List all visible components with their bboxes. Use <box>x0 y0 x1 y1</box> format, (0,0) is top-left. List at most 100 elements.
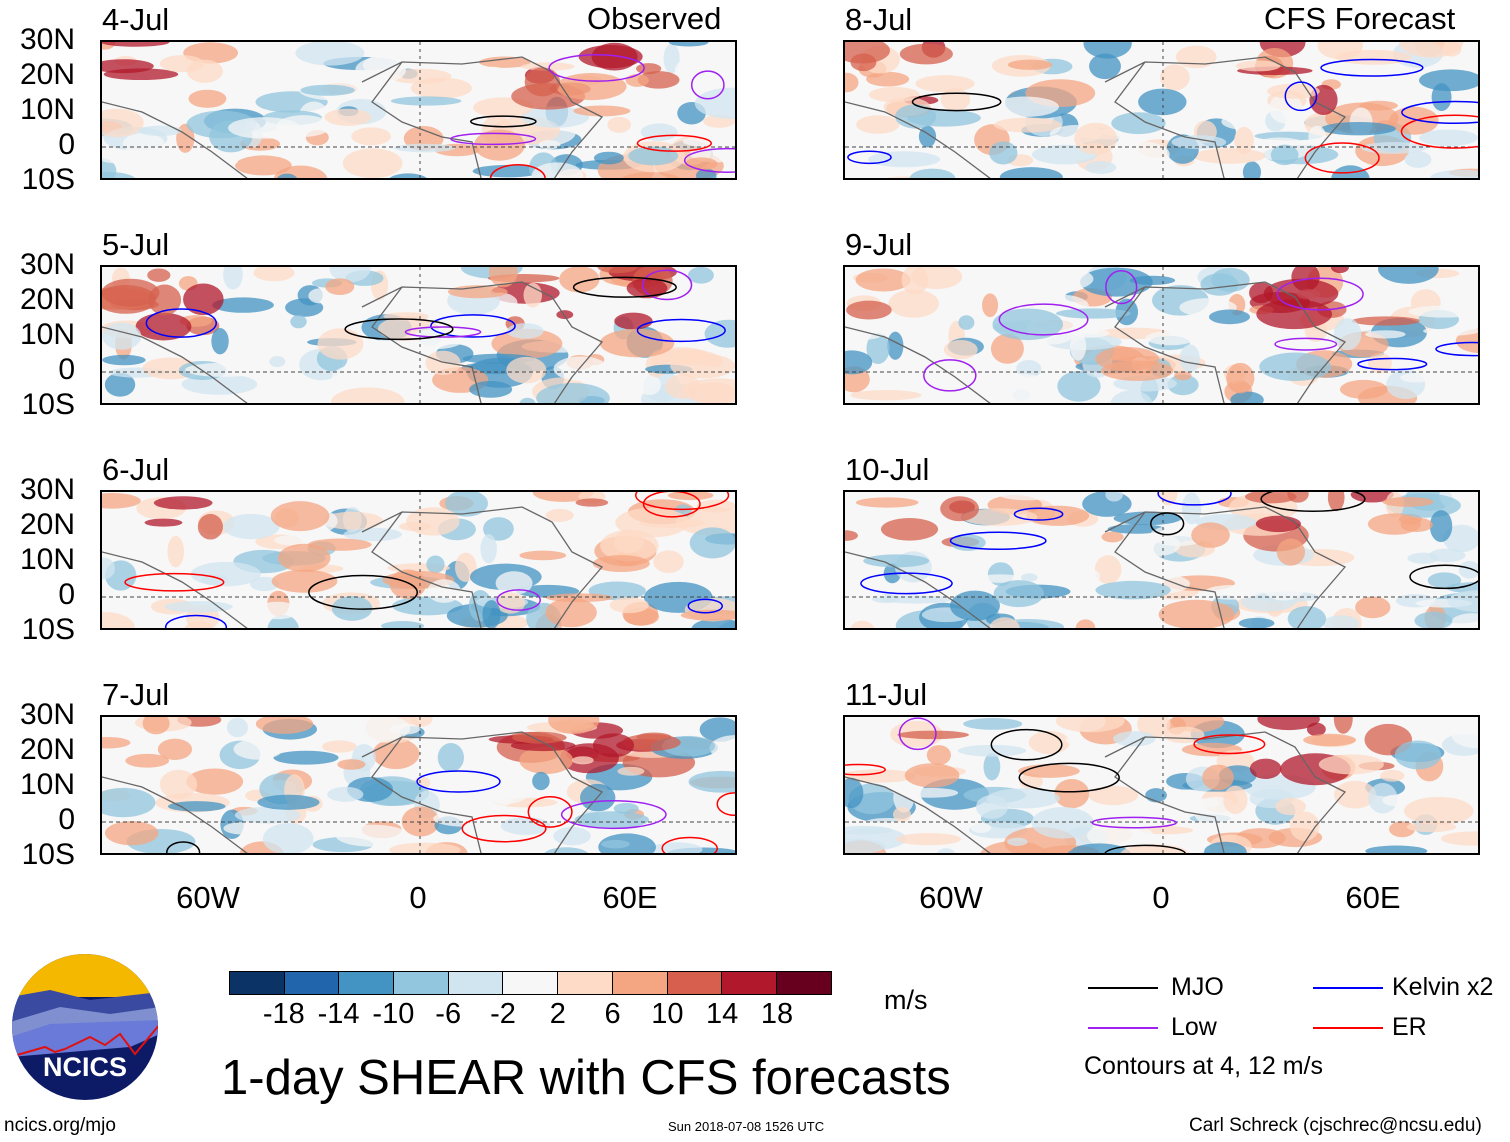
shear-shading <box>709 734 735 762</box>
shear-shading <box>866 332 890 365</box>
shear-shading <box>597 267 638 274</box>
shear-shading <box>253 267 295 282</box>
shear-shading <box>850 53 877 72</box>
shear-shading <box>640 123 678 141</box>
shear-shading <box>102 493 141 509</box>
shear-shading <box>1167 374 1199 396</box>
shear-shading <box>1230 391 1264 403</box>
shear-shading <box>491 328 563 359</box>
shear-shading <box>553 826 591 846</box>
shear-shading <box>893 782 915 813</box>
kelvin-contour <box>1357 357 1428 371</box>
shear-shading <box>1451 613 1478 628</box>
kelvin-contour <box>1401 100 1478 125</box>
shear-shading <box>1235 60 1281 72</box>
shear-shading <box>1458 560 1478 579</box>
shear-shading <box>1105 492 1123 502</box>
shear-shading <box>1193 148 1266 164</box>
shear-shading <box>226 717 249 738</box>
shear-shading <box>153 496 213 510</box>
shear-shading <box>1221 113 1264 130</box>
panel-date: 7-Jul <box>102 677 170 712</box>
shear-shading <box>684 157 718 171</box>
shear-shading <box>992 308 1064 341</box>
shear-shading <box>845 322 887 341</box>
shear-shading <box>1333 318 1362 351</box>
colorbar-swatch <box>284 972 340 994</box>
shear-shading <box>636 63 662 75</box>
low-contour <box>496 589 541 611</box>
shear-shading <box>1259 352 1332 381</box>
low-contour <box>404 326 482 338</box>
kelvin-contour <box>1435 341 1478 357</box>
shear-shading <box>910 267 963 290</box>
shear-shading <box>1355 596 1391 619</box>
map-panel <box>100 490 737 630</box>
shear-shading <box>488 267 518 288</box>
shear-shading <box>559 267 600 293</box>
kelvin-contour <box>687 598 724 614</box>
shear-shading <box>524 67 561 97</box>
shear-shading <box>327 786 364 802</box>
shear-shading <box>185 362 261 377</box>
shear-shading <box>257 794 320 810</box>
shear-shading <box>668 42 709 47</box>
shear-shading <box>276 115 331 137</box>
footer-timestamp: Sun 2018-07-08 1526 UTC <box>668 1119 825 1134</box>
footer-url[interactable]: ncics.org/mjo <box>4 1115 116 1136</box>
lat-label: 30N <box>19 248 75 281</box>
shear-shading <box>102 557 115 580</box>
shear-shading <box>1367 513 1421 535</box>
shear-shading <box>674 59 700 80</box>
shear-shading <box>1408 305 1478 318</box>
shear-shading <box>704 319 735 348</box>
shear-shading <box>1023 267 1094 292</box>
shear-shading <box>102 42 170 47</box>
colorbar-tick: 18 <box>760 998 794 1030</box>
lat-label: 20N <box>19 508 75 541</box>
kelvin-contour <box>949 531 1047 550</box>
shear-shading <box>269 356 286 368</box>
shear-shading <box>1016 360 1042 378</box>
shear-shading <box>895 104 937 129</box>
er-contour <box>1400 114 1478 149</box>
colorbar-tick: -10 <box>372 998 415 1030</box>
figure-title: 1-day SHEAR with CFS forecasts <box>221 1051 951 1105</box>
shear-shading <box>1120 844 1189 853</box>
lat-label: 20N <box>19 283 75 316</box>
shear-shading <box>573 105 631 117</box>
shear-shading <box>983 752 1001 781</box>
shear-shading <box>1308 125 1326 148</box>
shear-shading <box>694 87 735 120</box>
shear-shading <box>556 310 574 320</box>
coastline <box>102 731 604 853</box>
shear-shading <box>222 513 280 540</box>
shear-shading <box>1113 511 1182 526</box>
shear-shading <box>1400 372 1431 383</box>
shear-shading <box>893 365 923 389</box>
shear-shading <box>909 168 956 178</box>
shear-shading <box>523 282 542 308</box>
coastline <box>845 56 1347 178</box>
shear-shading <box>355 56 406 83</box>
colorbar-tick: -6 <box>435 998 462 1030</box>
panel-date: 6-Jul <box>102 452 170 487</box>
shear-shading <box>102 171 136 178</box>
colorbar-tick: 6 <box>604 998 621 1030</box>
shear-shading <box>556 72 627 101</box>
shear-shading <box>1440 831 1478 846</box>
shear-shading <box>321 511 384 530</box>
shear-shading <box>519 746 574 775</box>
mjo-contour <box>166 841 201 853</box>
shear-shading <box>188 89 227 108</box>
er-contour <box>1304 142 1380 174</box>
shear-shading <box>506 323 544 339</box>
shear-shading <box>1255 515 1302 533</box>
low-contour <box>690 70 725 100</box>
shear-shading <box>699 717 735 742</box>
shear-shading <box>1378 267 1439 284</box>
er-contour <box>716 792 735 816</box>
shear-shading <box>961 508 1038 526</box>
lat-label: 10N <box>19 543 75 576</box>
shear-field <box>102 267 735 403</box>
